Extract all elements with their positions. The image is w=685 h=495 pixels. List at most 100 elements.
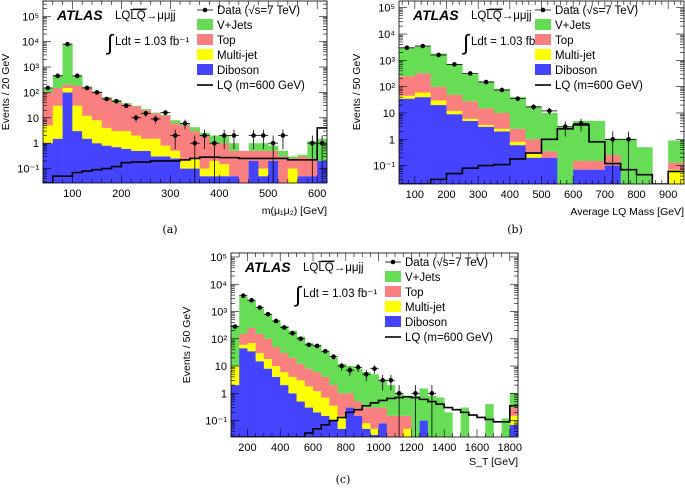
x-tick-label: 500 (259, 188, 277, 200)
bar-v-jets (446, 64, 463, 95)
bar-top (43, 92, 54, 126)
bar-v-jets (304, 343, 314, 369)
bar-multi-jet (525, 153, 542, 158)
bar-v-jets (288, 330, 297, 358)
x-tick-label: 300 (469, 189, 487, 201)
bar-v-jets (140, 109, 152, 111)
bar-top (101, 98, 112, 128)
data-point (255, 305, 264, 310)
bar-diboson (541, 157, 558, 184)
x-tick-label: 900 (659, 189, 677, 201)
x-tick-label: 1600 (465, 442, 489, 454)
bar-top (345, 393, 355, 408)
bar-v-jets (263, 314, 273, 339)
legend-label: Diboson (555, 65, 597, 77)
bar-v-jets (501, 418, 511, 437)
bar-diboson (288, 393, 297, 437)
data-point (180, 119, 190, 130)
panel-b: 10⁻¹ 1 10 10² 10³ 10⁴ 10⁵ 100 200 300 400 500 600 700… (351, 0, 685, 236)
bar-diboson (52, 138, 63, 183)
legend-data-marker (202, 7, 208, 13)
bar-diboson (329, 420, 338, 437)
bar-top (509, 407, 518, 416)
bar-diboson (231, 385, 240, 437)
bar-diboson (72, 131, 83, 183)
bar-v-jets (557, 126, 574, 184)
y-tick-label: 10³ (211, 307, 227, 319)
legend: Data (√s=7 TeV) V+Jets Top Multi-jet Diboson… (535, 4, 643, 92)
bar-diboson (370, 434, 379, 437)
bar-top (160, 115, 171, 146)
y-axis-label: Events / 50 GeV (351, 54, 363, 130)
bar-multi-jet (313, 391, 322, 413)
integral-sign: ∫ (105, 30, 115, 55)
bar-multi-jet (329, 405, 338, 421)
bar-diboson (219, 176, 230, 183)
data-point (411, 385, 420, 437)
bar-top (287, 158, 298, 169)
process-label: LQLQ→μμjj (115, 10, 176, 22)
bar-v-jets (287, 156, 298, 159)
data-point (52, 73, 63, 79)
data-point (337, 362, 346, 371)
bar-top (525, 139, 542, 154)
legend-label: Data (√s=7 TeV) (217, 4, 300, 17)
legend-swatch (197, 64, 213, 75)
bar-multi-jet (414, 92, 431, 98)
process-label: LQLQ→μμjj (471, 10, 532, 22)
bar-top (82, 87, 93, 116)
bar-diboson (199, 176, 210, 183)
bar-top (329, 385, 338, 406)
legend-swatch (535, 49, 551, 60)
bar-diboson (494, 131, 511, 184)
data-point (62, 41, 73, 47)
y-axis-label: Events / 20 GeV (0, 54, 12, 130)
data-point (525, 104, 542, 111)
data-point (296, 336, 305, 342)
data-point (321, 348, 330, 354)
x-tick-label: 400 (271, 442, 289, 454)
bar-v-jets (636, 147, 653, 184)
x-axis-label: S_T [GeV] (469, 456, 518, 468)
bar-v-jets (430, 53, 447, 87)
bar-top (239, 333, 248, 345)
y-tick-label: 10⁴ (378, 29, 395, 41)
bar-diboson (337, 428, 347, 437)
y-axis-label: Events / 50 GeV (181, 307, 193, 383)
bar-diboson (170, 158, 181, 183)
y-tick-label: 10² (23, 87, 39, 99)
bar-top (111, 102, 122, 132)
data-point (140, 110, 151, 117)
bar-multi-jet (170, 150, 181, 159)
bar-v-jets (150, 112, 161, 114)
bar-top (304, 368, 314, 387)
bar-v-jets (131, 105, 142, 107)
panel-c: 10⁻¹ 1 10 10² 10³ 10⁴ 10⁵ 200 400 600 800 1000 1200 1… (181, 252, 522, 486)
bar-multi-jet (430, 100, 447, 106)
x-tick-label: 1000 (366, 442, 390, 454)
bar-top (414, 73, 431, 93)
bar-top (446, 94, 463, 111)
bar-v-jets (313, 344, 322, 373)
bar-diboson (573, 169, 590, 184)
bar-v-jets (509, 393, 518, 408)
bar-diboson (272, 376, 281, 437)
data-point (91, 90, 102, 95)
data-point (258, 129, 269, 150)
plot-area (231, 293, 518, 437)
data-point (280, 325, 289, 330)
legend-label: V+Jets (217, 20, 253, 32)
bar-diboson (140, 150, 152, 183)
bar-diboson (248, 160, 259, 183)
process-label: LQLQ→μμjj (303, 262, 364, 274)
bar-multi-jet (180, 160, 191, 169)
legend-swatch (197, 49, 213, 60)
bar-v-jets (589, 120, 606, 161)
bar-v-jets (62, 44, 73, 85)
bar-top (430, 86, 447, 101)
bar-top (573, 160, 590, 170)
bar-v-jets (370, 374, 379, 408)
data-point (494, 87, 510, 93)
legend-label: Diboson (217, 65, 259, 77)
bar-multi-jet (288, 376, 297, 394)
